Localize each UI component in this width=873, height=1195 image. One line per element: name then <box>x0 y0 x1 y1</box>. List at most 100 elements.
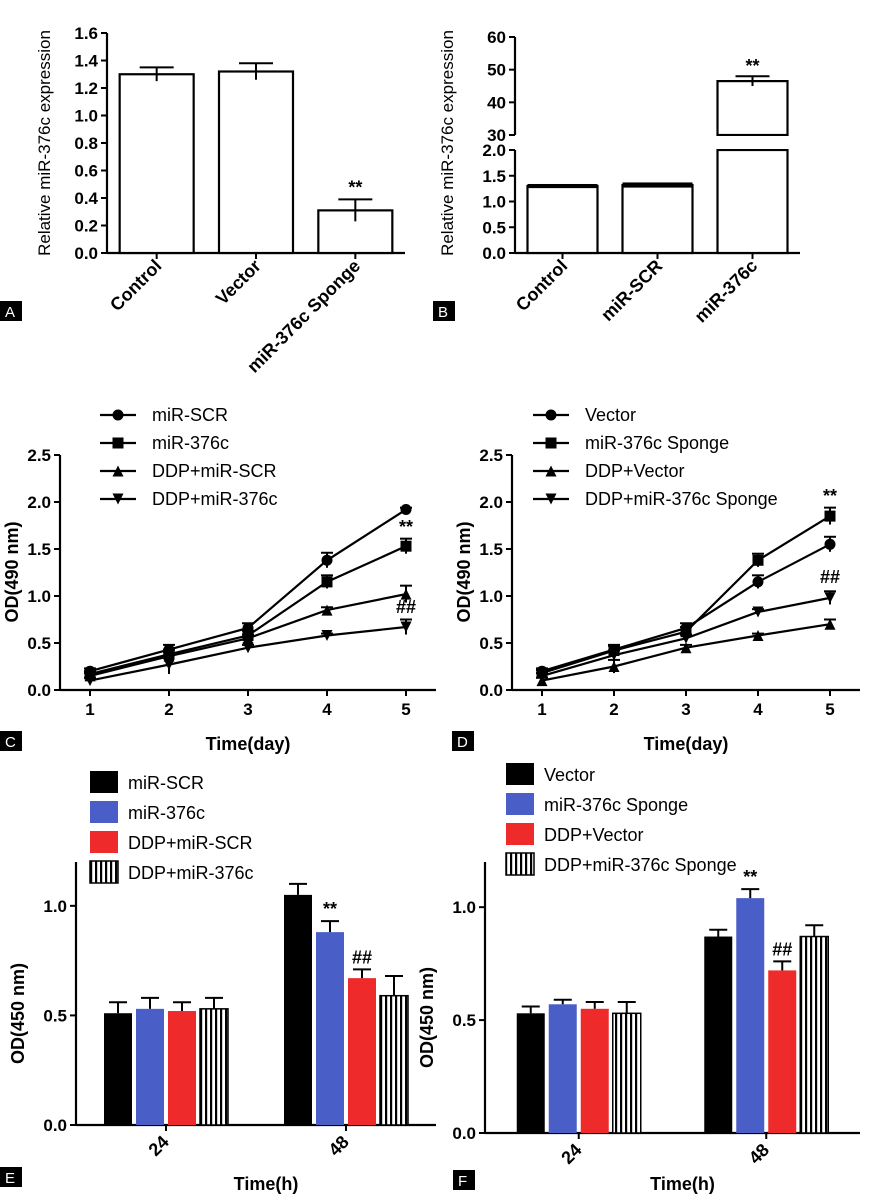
bar <box>526 184 599 255</box>
legend-swatch <box>506 823 534 845</box>
category-label: Vector <box>212 256 265 309</box>
category-label: miR-SCR <box>597 256 666 325</box>
x-tick-label: 5 <box>825 700 834 719</box>
panel-label-e: E <box>5 1170 15 1187</box>
y-tick-label: 1.5 <box>479 540 503 559</box>
x-tick-label: 2 <box>609 700 618 719</box>
bar <box>799 935 829 1134</box>
bar-upper-segment <box>716 79 789 137</box>
marker-circle <box>400 504 412 516</box>
panel-f-grouped-bar-chart: 0.0 0.5 1.0 OD(450 nm) 24 48 ** ## Time(h) Vector… <box>417 763 860 1194</box>
y-tick-label: 0.2 <box>74 217 98 236</box>
marker-triangle-down <box>545 493 557 505</box>
y-axis-title: OD(450 nm) <box>417 967 437 1068</box>
legend-label: miR-376c Sponge <box>544 795 688 815</box>
marker-triangle-down <box>680 632 692 644</box>
category-label: Control <box>512 256 571 315</box>
y-tick-label: 1.5 <box>27 540 51 559</box>
significance-marker: ** <box>743 867 757 887</box>
legend-label: DDP+Vector <box>585 461 685 481</box>
marker-square <box>400 540 412 552</box>
panel-label-d: D <box>457 734 468 751</box>
y-tick-label: 0.5 <box>482 218 506 237</box>
bar-lower-segment <box>716 148 789 255</box>
panel-label-f: F <box>458 1173 467 1190</box>
panel-label-c: C <box>5 734 16 751</box>
legend-label: DDP+miR-SCR <box>128 833 253 853</box>
significance-marker: ** <box>399 517 413 537</box>
bar <box>548 1004 577 1133</box>
x-axis-title: Time(day) <box>206 734 291 754</box>
y-axis-title: Relative miR-376c expression <box>438 30 457 256</box>
legend-swatch <box>89 860 119 884</box>
legend-label: DDP+Vector <box>544 825 644 845</box>
marker-triangle-down <box>112 493 124 505</box>
x-axis-title: Time(h) <box>234 1174 299 1194</box>
y-tick-label: 0.0 <box>27 681 51 700</box>
bar <box>168 1011 196 1125</box>
marker-triangle-up <box>242 632 254 644</box>
bar <box>217 70 295 255</box>
y-tick-label: 1.5 <box>482 167 506 186</box>
y-tick-label: 0.0 <box>43 1116 67 1135</box>
panel-e-grouped-bar-chart: 0.0 0.5 1.0 OD(450 nm) 24 48 ** ## Time(h) miR-SC… <box>8 771 436 1194</box>
panel-d-line-chart: 0.0 0.5 1.0 1.5 2.0 2.5 1 2 3 4 5 Time(day) OD(490 n… <box>454 405 860 754</box>
y-tick-label: 1.0 <box>482 193 506 212</box>
marker-circle <box>752 576 764 588</box>
significance-marker: ** <box>745 56 759 76</box>
y-tick-label: 2.0 <box>479 493 503 512</box>
y-tick-label: 0.5 <box>452 1011 476 1030</box>
bar <box>316 932 344 1125</box>
y-tick-label: 1.6 <box>74 24 98 43</box>
significance-marker: ## <box>820 567 840 587</box>
panel-b-broken-axis-bar-chart: 0.0 0.5 1.0 1.5 2.030 40 50 60 Relative miR-376c… <box>438 28 800 326</box>
legend-swatch <box>90 801 118 823</box>
marker-triangle-down <box>824 592 836 604</box>
category-label: miR-376c <box>691 256 762 327</box>
legend-label: DDP+miR-376c <box>128 863 254 883</box>
y-tick-label: 1.0 <box>27 587 51 606</box>
bar <box>104 1013 132 1125</box>
x-tick-label: 2 <box>164 700 173 719</box>
axis-break-gap <box>715 136 790 149</box>
series-line <box>89 545 407 676</box>
y-tick-label: 30 <box>487 126 506 145</box>
x-tick-label: 1 <box>85 700 94 719</box>
legend-swatch <box>506 763 534 785</box>
category-label: 24 <box>557 1140 585 1168</box>
legend-label: miR-376c Sponge <box>585 433 729 453</box>
bar <box>136 1008 164 1125</box>
bar <box>580 1008 609 1133</box>
y-axis-title: OD(490 nm) <box>2 521 22 622</box>
marker-triangle-up <box>824 618 836 630</box>
y-tick-label: 0.5 <box>479 634 503 653</box>
y-tick-label: 60 <box>487 28 506 47</box>
bar <box>379 994 409 1126</box>
y-tick-label: 2.5 <box>27 446 51 465</box>
legend-label: DDP+miR-376c Sponge <box>544 855 737 875</box>
marker-circle <box>824 538 836 550</box>
legend-label: DDP+miR-376c <box>152 489 278 509</box>
marker-triangle-down <box>608 649 620 661</box>
category-label: Control <box>106 256 165 315</box>
x-tick-label: 3 <box>681 700 690 719</box>
marker-triangle-down <box>536 670 548 682</box>
marker-square <box>824 510 836 522</box>
x-tick-label: 4 <box>753 700 763 719</box>
significance-marker: ## <box>352 947 372 967</box>
bar <box>768 970 797 1133</box>
panel-c-line-chart: 0.0 0.5 1.0 1.5 2.0 2.5 1 2 3 4 5 Time(day) OD(490 n… <box>2 405 436 754</box>
y-tick-label: 2.5 <box>479 446 503 465</box>
y-tick-label: 1.4 <box>74 52 98 71</box>
marker-triangle-down <box>321 629 333 641</box>
y-tick-label: 0.0 <box>482 244 506 263</box>
legend-label: miR-376c <box>128 803 205 823</box>
panel-label-e-box: E <box>0 1167 22 1187</box>
marker-triangle-down <box>84 675 96 687</box>
marker-triangle-up <box>752 629 764 641</box>
legend-label: miR-376c <box>152 433 229 453</box>
panel-a-bar-chart: 0.0 0.2 0.4 0.6 0.8 1.0 1.2 1.4 1.6 Relative miR-… <box>35 24 405 377</box>
marker-circle <box>112 409 124 421</box>
panel-label-d-box: D <box>452 731 474 751</box>
